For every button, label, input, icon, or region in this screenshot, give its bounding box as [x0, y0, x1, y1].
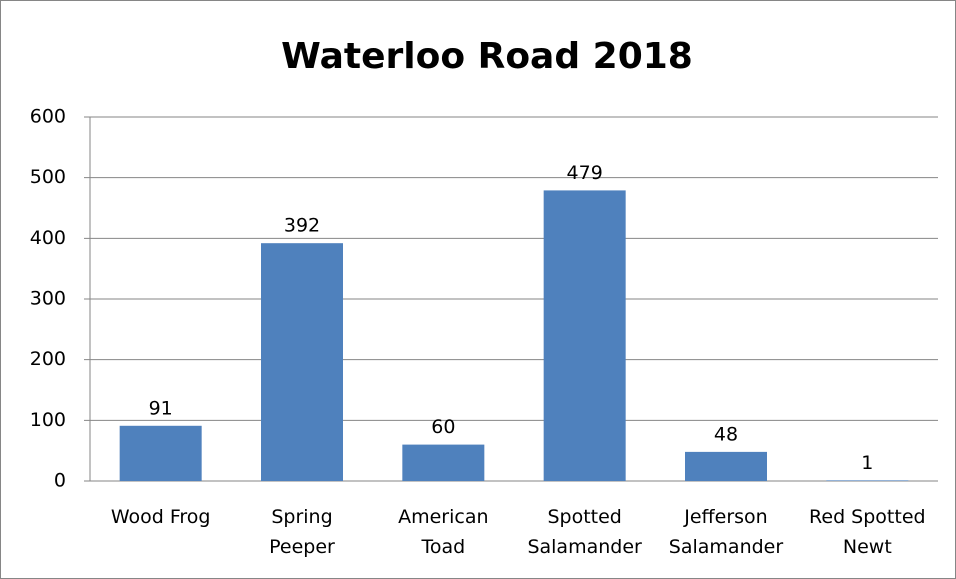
bar	[685, 451, 767, 481]
value-label: 392	[284, 215, 320, 237]
y-tick-label: 500	[30, 166, 66, 188]
bar	[119, 425, 202, 481]
value-label: 479	[567, 162, 603, 184]
value-label: 60	[431, 416, 455, 438]
chart-title: Waterloo Road 2018	[281, 36, 693, 77]
x-tick-label: Jefferson Salamander	[668, 506, 784, 558]
value-label: 1	[861, 452, 873, 474]
x-tick-label: Wood Frog	[110, 506, 211, 528]
y-tick-label: 200	[30, 348, 66, 370]
x-tick-label: Spring Peeper	[269, 506, 335, 558]
y-tick-label: 300	[30, 288, 66, 310]
bar	[826, 480, 909, 481]
bar	[402, 444, 485, 481]
value-label: 48	[714, 423, 738, 445]
value-label: 91	[149, 397, 173, 419]
x-tick-label: American Toad	[398, 506, 489, 558]
bar	[261, 243, 343, 481]
y-tick-label: 0	[54, 470, 66, 492]
y-tick-label: 600	[30, 106, 66, 128]
x-tick-label: Red Spotted Newt	[809, 506, 926, 558]
x-tick-label: Spotted Salamander	[527, 506, 642, 558]
bar	[543, 190, 626, 481]
y-tick-label: 100	[30, 409, 66, 431]
y-tick-label: 400	[30, 227, 66, 249]
